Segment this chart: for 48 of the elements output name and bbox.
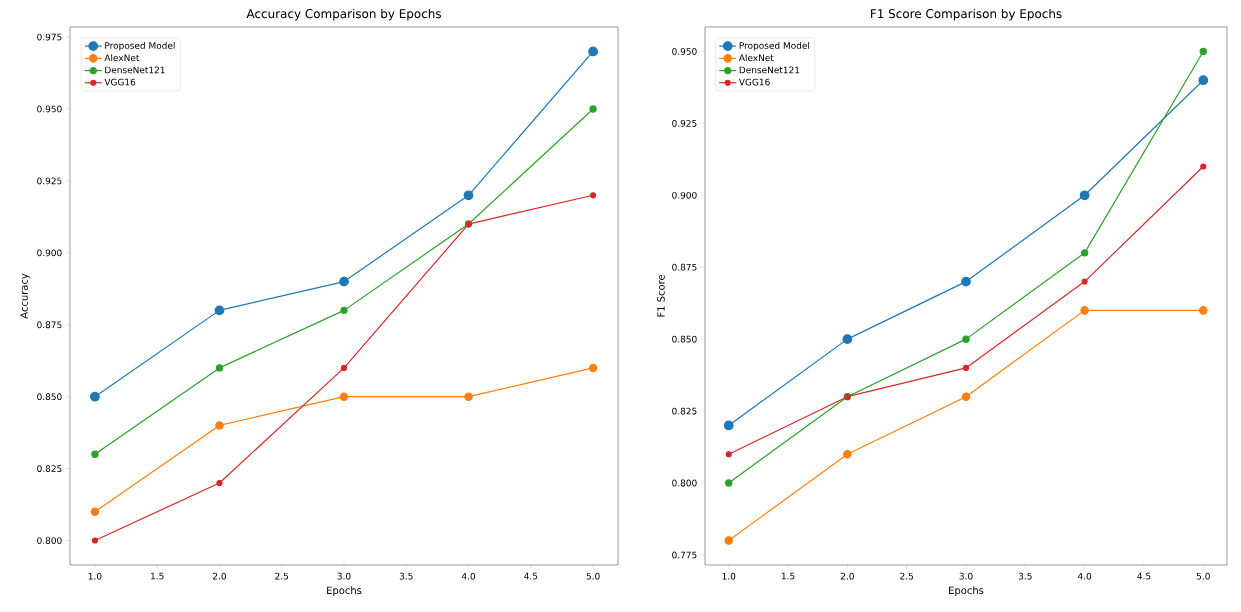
x-tick-label: 5.0 [1196,572,1210,580]
x-tick-label: 3.0 [959,572,973,580]
x-tick-label: 4.5 [1137,572,1151,580]
y-tick-label: 0.875 [37,321,62,329]
x-axis-title: Epochs [949,586,984,597]
y-tick-label: 0.825 [37,465,62,472]
y-tick-label: 0.950 [672,48,697,55]
legend-label: Proposed Model [105,41,175,51]
x-tick-label: 3.0 [337,572,351,580]
x-tick-label: 4.0 [461,572,476,580]
y-tick-label: 0.825 [672,407,697,415]
y-tick-label: 0.850 [672,335,697,343]
y-axis-title: Accuracy [20,273,30,319]
legend-label: DenseNet121 [739,66,800,74]
x-tick-label: 1.5 [151,572,164,580]
x-tick-label: 2.5 [900,572,914,580]
y-tick-label: 0.875 [672,263,697,271]
y-tick-label: 0.800 [672,479,697,487]
y-tick-label: 0.925 [37,177,62,185]
legend-label: VGG16 [738,78,770,86]
chart-title: Accuracy Comparison by Epochs [246,8,441,21]
x-tick-label: 1.0 [88,572,102,580]
x-tick-label: 1.5 [781,572,795,580]
y-tick-label: 0.775 [672,551,697,559]
x-tick-label: 4.5 [524,572,538,580]
y-tick-label: 0.900 [672,191,697,199]
legend-label: DenseNet121 [105,66,165,74]
x-tick-label: 1.0 [722,572,736,580]
y-tick-label: 0.950 [37,105,62,113]
x-tick-label: 5.0 [586,572,600,580]
x-tick-label: 3.5 [1018,572,1032,580]
legend-label: AlexNet [104,54,140,62]
chart-title: F1 Score Comparison by Epochs [871,8,1062,21]
legend-label: VGG16 [104,78,136,86]
legend-label: AlexNet [738,54,774,62]
x-tick-label: 2.0 [840,572,854,580]
x-tick-label: 3.5 [399,572,413,580]
y-tick-label: 0.850 [37,393,62,401]
x-axis-title: Epochs [327,586,362,597]
y-tick-label: 0.975 [37,33,62,41]
x-tick-label: 2.0 [212,572,226,580]
y-tick-label: 0.925 [672,119,697,127]
legend-label: Proposed Model [739,41,810,51]
y-tick-label: 0.900 [37,249,62,257]
y-axis-title: F1 Score [657,274,665,317]
x-tick-label: 2.5 [275,572,289,580]
y-tick-label: 0.800 [37,537,62,544]
x-tick-label: 4.0 [1077,572,1092,580]
